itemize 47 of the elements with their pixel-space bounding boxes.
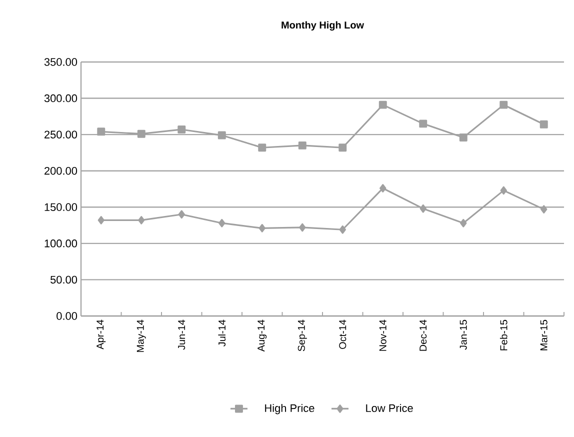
point [98,216,104,224]
x-tick-label: Jun-14 [178,320,186,350]
point [500,100,508,109]
point [339,225,346,234]
y-tick-label: 0.00 [56,312,78,320]
point [218,218,226,228]
point [459,133,468,142]
x-tick-label: Oct-14 [339,320,346,349]
x-tick-label: Jan-15 [460,320,467,350]
chart-title: Monthy High Low [282,21,364,31]
y-tick-label: 300.00 [44,94,78,102]
point [299,223,306,232]
point [500,186,507,195]
point [540,120,548,128]
point [419,120,428,128]
x-tick-label: Aug-14 [258,320,267,352]
x-tick-label: Jul-14 [218,320,226,346]
point [178,125,186,134]
point [298,141,306,150]
point [97,128,106,136]
x-tick-label: Sep-14 [298,320,307,352]
point [338,144,347,152]
x-tick-label: Apr-14 [96,320,106,350]
point [378,100,387,109]
point [138,216,145,224]
legend-label: Low Price [366,404,413,412]
y-tick-label: 250.00 [44,130,78,138]
point [380,184,386,192]
y-tick-label: 50.00 [50,276,78,284]
point [460,218,467,228]
point [420,204,426,213]
point [258,224,266,232]
x-tick-label: May-14 [136,320,146,352]
y-tick-label: 100.00 [44,240,78,248]
x-tick-label: Nov-14 [379,320,386,351]
point [258,144,266,152]
y-tick-label: 350.00 [44,58,78,66]
x-tick-label: Dec-14 [420,320,427,351]
x-tick-label: Mar-15 [540,320,548,350]
y-tick-label: 200.00 [44,166,78,175]
point [540,205,548,214]
point [178,210,185,219]
legend-label: High Price [265,404,314,414]
point [218,131,226,140]
point [137,130,146,138]
x-tick-label: Feb-15 [500,320,508,350]
y-tick-label: 150.00 [44,203,78,212]
